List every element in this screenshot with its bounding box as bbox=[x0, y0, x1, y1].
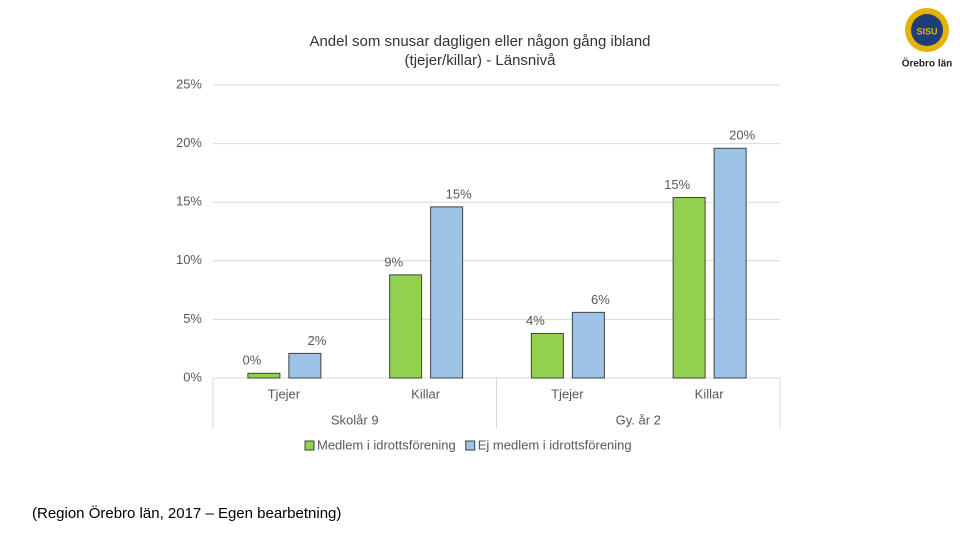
value-label: 20% bbox=[729, 128, 755, 143]
value-label: 9% bbox=[384, 254, 403, 269]
logo: SISU Örebro län bbox=[902, 8, 953, 70]
value-label: 4% bbox=[526, 313, 545, 328]
y-tick-label: 20% bbox=[176, 135, 202, 150]
x-group-label: Skolår 9 bbox=[331, 412, 379, 427]
y-tick-label: 10% bbox=[176, 252, 202, 267]
logo-text: Örebro län bbox=[902, 57, 953, 70]
x-group-label: Gy. år 2 bbox=[616, 412, 661, 427]
chart-title: Andel som snusar dagligen eller någon gå… bbox=[309, 33, 650, 50]
y-tick-label: 25% bbox=[176, 76, 202, 91]
bar bbox=[571, 311, 605, 379]
legend-swatch bbox=[465, 440, 476, 451]
value-label: 6% bbox=[591, 292, 610, 307]
bar bbox=[389, 274, 423, 379]
logo-emblem-text: SISU bbox=[916, 26, 937, 36]
y-tick-label: 0% bbox=[183, 369, 202, 384]
value-label: 2% bbox=[307, 333, 326, 348]
bar bbox=[530, 332, 564, 379]
bar bbox=[288, 352, 322, 379]
x-tick-label: Tjejer bbox=[551, 386, 584, 401]
chart-subtitle: (tjejer/killar) - Länsnivå bbox=[405, 52, 557, 69]
logo-emblem-inner bbox=[911, 14, 943, 46]
x-tick-label: Killar bbox=[695, 386, 725, 401]
x-tick-label: Killar bbox=[411, 386, 441, 401]
y-tick-label: 15% bbox=[176, 194, 202, 209]
y-tick-label: 5% bbox=[183, 311, 202, 326]
x-tick-label: Tjejer bbox=[268, 386, 301, 401]
bar bbox=[247, 372, 281, 379]
legend-label: Medlem i idrottsförening bbox=[317, 437, 456, 452]
source-note: (Region Örebro län, 2017 – Egen bearbetn… bbox=[32, 504, 341, 522]
value-label: 15% bbox=[446, 186, 472, 201]
bar bbox=[430, 206, 464, 379]
value-label: 15% bbox=[664, 177, 690, 192]
value-label: 0% bbox=[242, 353, 261, 368]
legend-swatch bbox=[304, 440, 315, 451]
bar bbox=[713, 147, 747, 379]
bar bbox=[672, 197, 706, 379]
legend-label: Ej medlem i idrottsförening bbox=[478, 437, 632, 452]
